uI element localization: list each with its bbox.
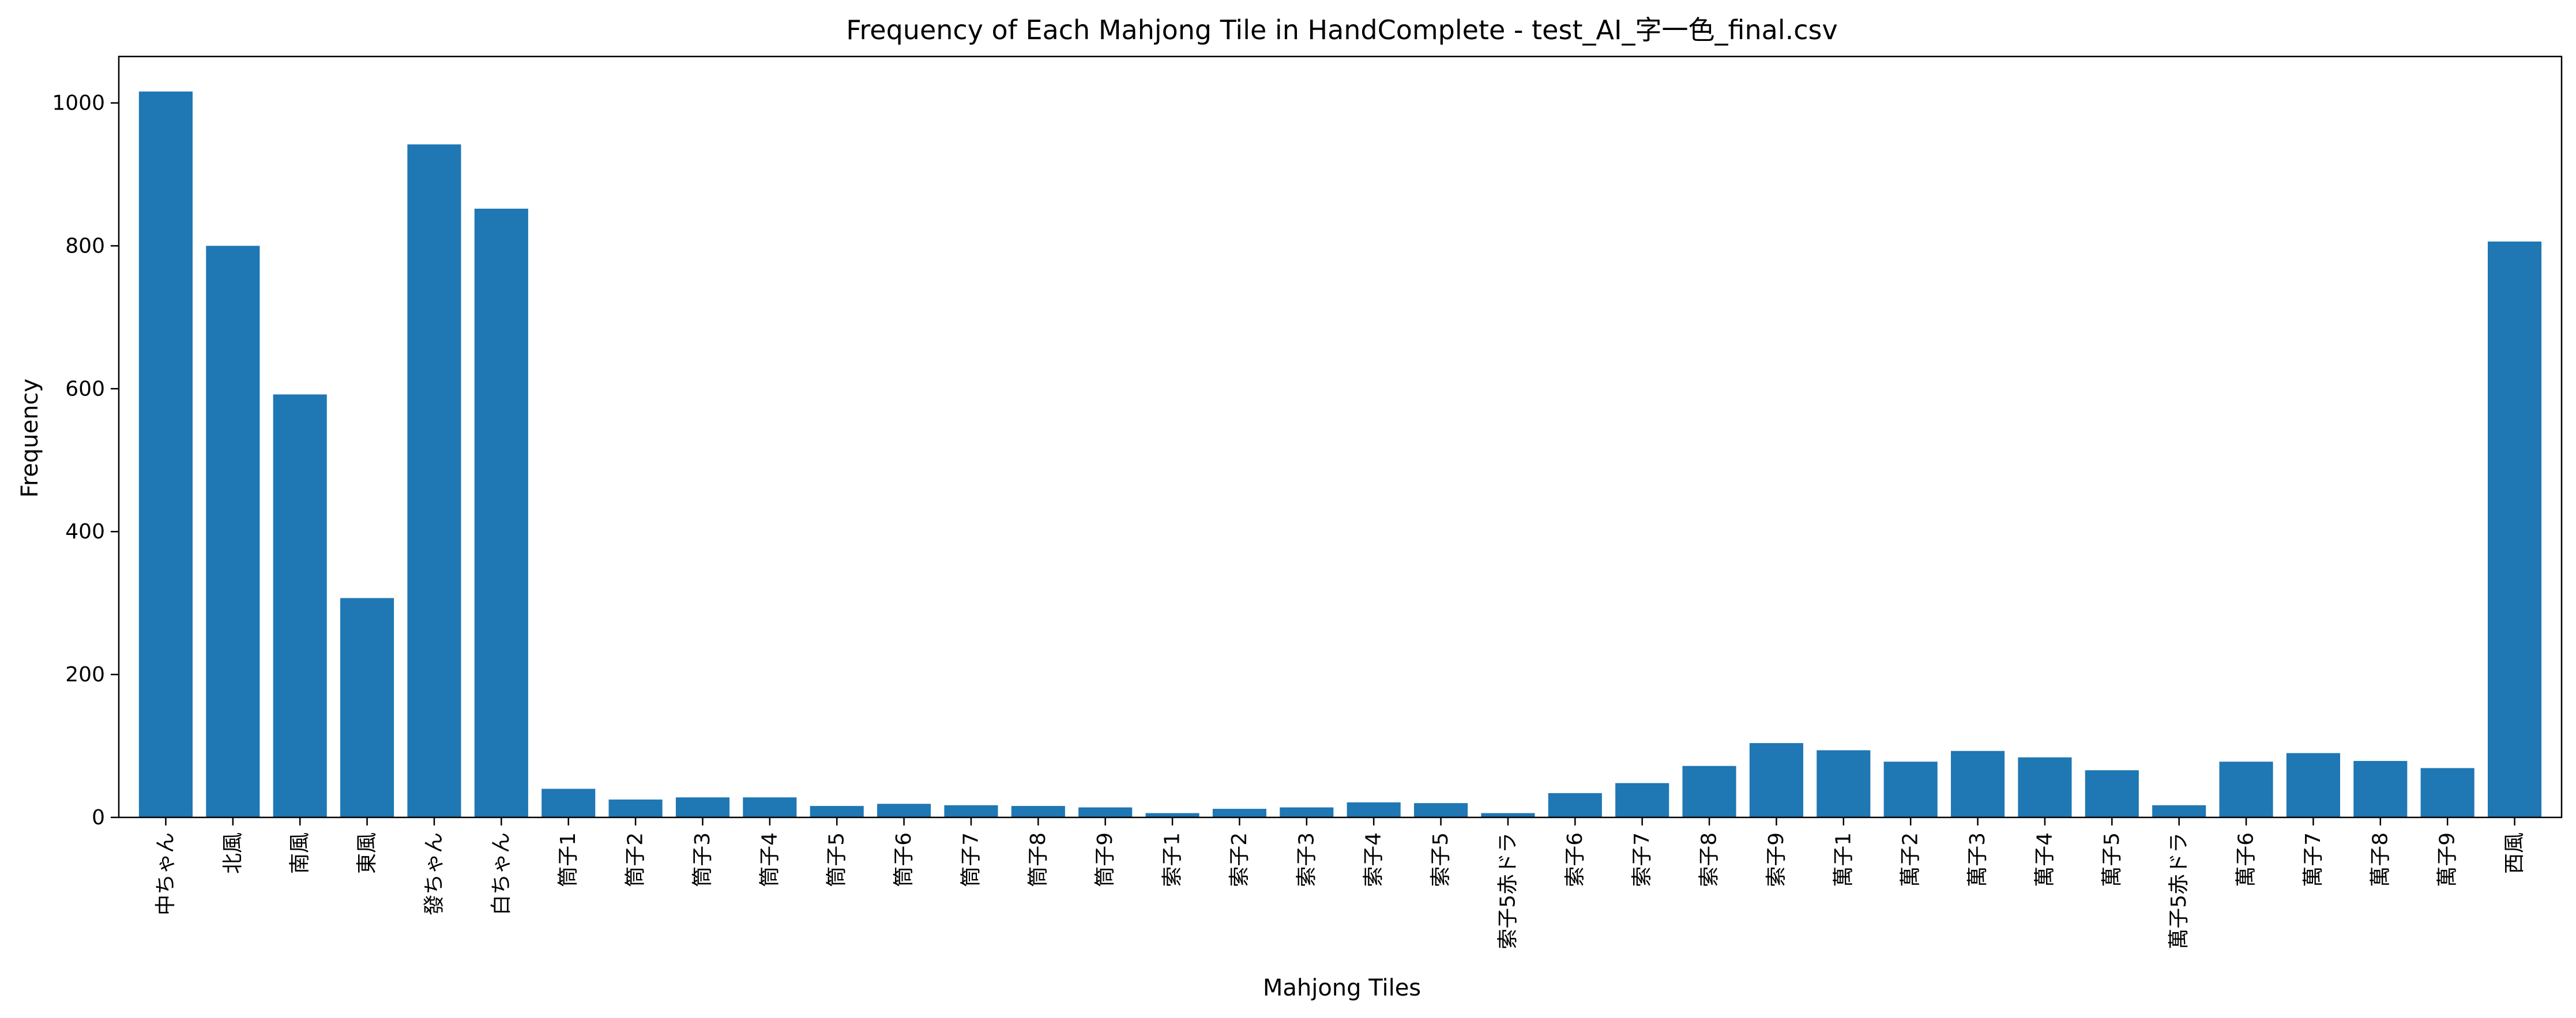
x-tick-label: 索子6	[1563, 832, 1587, 887]
bar-筒子3	[675, 797, 729, 817]
x-tick-label: 萬子7	[2302, 832, 2325, 887]
bar-索子1	[1145, 813, 1199, 817]
bar-東風	[340, 598, 394, 817]
bar-索子2	[1212, 809, 1266, 817]
bar-索子3	[1280, 807, 1334, 817]
x-tick-label: 萬子3	[1966, 832, 1990, 887]
x-tick-label: 索子5赤ドラ	[1496, 832, 1520, 949]
x-tick-label: 中ちゃん	[154, 832, 178, 915]
x-tick-label: 索子4	[1362, 832, 1386, 887]
y-tick-label: 0	[92, 806, 105, 830]
bar-萬子8	[2353, 761, 2408, 817]
bar-筒子8	[1011, 806, 1065, 817]
x-tick-label: 萬子9	[2436, 832, 2460, 887]
bar-索子9	[1749, 743, 1803, 817]
bar-北風	[206, 246, 260, 818]
bar-筒子5	[810, 806, 864, 817]
x-tick-label: 索子7	[1630, 832, 1654, 887]
x-tick-label: 萬子1	[1832, 832, 1855, 887]
x-tick-label: 索子5	[1429, 832, 1453, 887]
x-tick-label: 筒子5	[825, 832, 849, 887]
x-tick-label: 索子9	[1765, 832, 1788, 887]
bar-萬子9	[2420, 768, 2475, 817]
x-axis-label: Mahjong Tiles	[1263, 975, 1421, 1001]
x-tick-label: 索子8	[1698, 832, 1721, 887]
bar-萬子2	[1883, 761, 1938, 817]
x-tick-label: 萬子2	[1899, 832, 1923, 887]
bars-group	[138, 91, 2542, 818]
x-tick-label: 南風	[288, 832, 312, 874]
x-tick-label: 東風	[355, 832, 379, 874]
x-tick-label: 萬子8	[2368, 832, 2392, 887]
x-tick-label: 萬子5赤ドラ	[2167, 832, 2191, 949]
bar-萬子3	[1951, 751, 2005, 817]
y-tick-label: 600	[65, 377, 105, 401]
bar-索子5赤ドラ	[1481, 813, 1535, 817]
x-tick-label: 北風	[221, 832, 245, 874]
bar-萬子4	[2018, 757, 2072, 817]
x-tick-label: 萬子6	[2235, 832, 2258, 887]
x-tick-label: 筒子3	[691, 832, 714, 887]
x-tick-label: 萬子4	[2033, 832, 2056, 887]
x-tick-label: 索子1	[1161, 832, 1184, 887]
x-tick-label: 西風	[2503, 832, 2526, 874]
x-tick-label: 筒子2	[624, 832, 648, 887]
bar-索子6	[1548, 793, 1602, 817]
y-tick-label: 1000	[52, 92, 105, 115]
bar-筒子9	[1078, 807, 1133, 817]
x-tick-label: 筒子7	[959, 832, 983, 887]
x-tick-label: 筒子8	[1026, 832, 1050, 887]
bar-萬子1	[1817, 750, 1871, 817]
x-tick-label: 筒子1	[556, 832, 580, 887]
bar-萬子5赤ドラ	[2152, 805, 2206, 817]
bar-筒子2	[608, 800, 663, 817]
chart-title: Frequency of Each Mahjong Tile in HandCo…	[846, 14, 1837, 46]
bar-發ちゃん	[407, 144, 461, 818]
y-tick-label: 400	[65, 520, 105, 544]
x-tick-label: 索子2	[1228, 832, 1251, 887]
x-tick-label: 索子3	[1295, 832, 1318, 887]
x-tick-label: 筒子4	[758, 832, 781, 887]
y-tick-label: 200	[65, 663, 105, 687]
y-axis: 0 200 400 600 800 1000	[52, 92, 119, 830]
bar-筒子6	[877, 804, 931, 817]
x-axis: 中ちゃん 北風 南風 東風 發ちゃん 白ちゃん 筒子1 筒子2 筒子3 筒子4 筒子5 筒子6 筒子7 筒…	[154, 817, 2526, 949]
y-axis-label: Frequency	[17, 379, 43, 498]
x-tick-label: 筒子6	[892, 832, 916, 887]
bar-萬子5	[2085, 770, 2139, 817]
bar-筒子7	[944, 805, 998, 817]
bar-西風	[2487, 242, 2542, 817]
x-tick-label: 發ちゃん	[422, 832, 446, 915]
bar-索子8	[1682, 766, 1736, 817]
bar-筒子4	[743, 797, 797, 817]
x-tick-label: 白ちゃん	[490, 832, 513, 915]
bar-南風	[273, 394, 327, 817]
bar-筒子1	[541, 789, 596, 817]
bar-索子7	[1615, 783, 1669, 817]
y-tick-label: 800	[65, 234, 105, 258]
bar-白ちゃん	[474, 209, 528, 817]
bar-萬子6	[2219, 761, 2273, 817]
bar-索子5	[1414, 803, 1468, 817]
plot-frame	[118, 55, 2563, 819]
bar-萬子7	[2286, 753, 2340, 817]
x-tick-label: 筒子9	[1093, 832, 1117, 887]
bar-中ちゃん	[138, 91, 193, 817]
bar-索子4	[1347, 802, 1401, 817]
x-tick-label: 萬子5	[2100, 832, 2124, 887]
